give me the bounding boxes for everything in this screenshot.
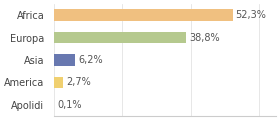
Bar <box>54 32 186 43</box>
Bar <box>54 99 55 111</box>
Text: 38,8%: 38,8% <box>189 33 220 43</box>
Bar <box>54 54 75 66</box>
Bar <box>54 77 63 88</box>
Text: 6,2%: 6,2% <box>78 55 103 65</box>
Bar <box>54 9 232 21</box>
Text: 0,1%: 0,1% <box>57 100 82 110</box>
Text: 52,3%: 52,3% <box>235 10 266 20</box>
Text: 2,7%: 2,7% <box>66 77 91 87</box>
